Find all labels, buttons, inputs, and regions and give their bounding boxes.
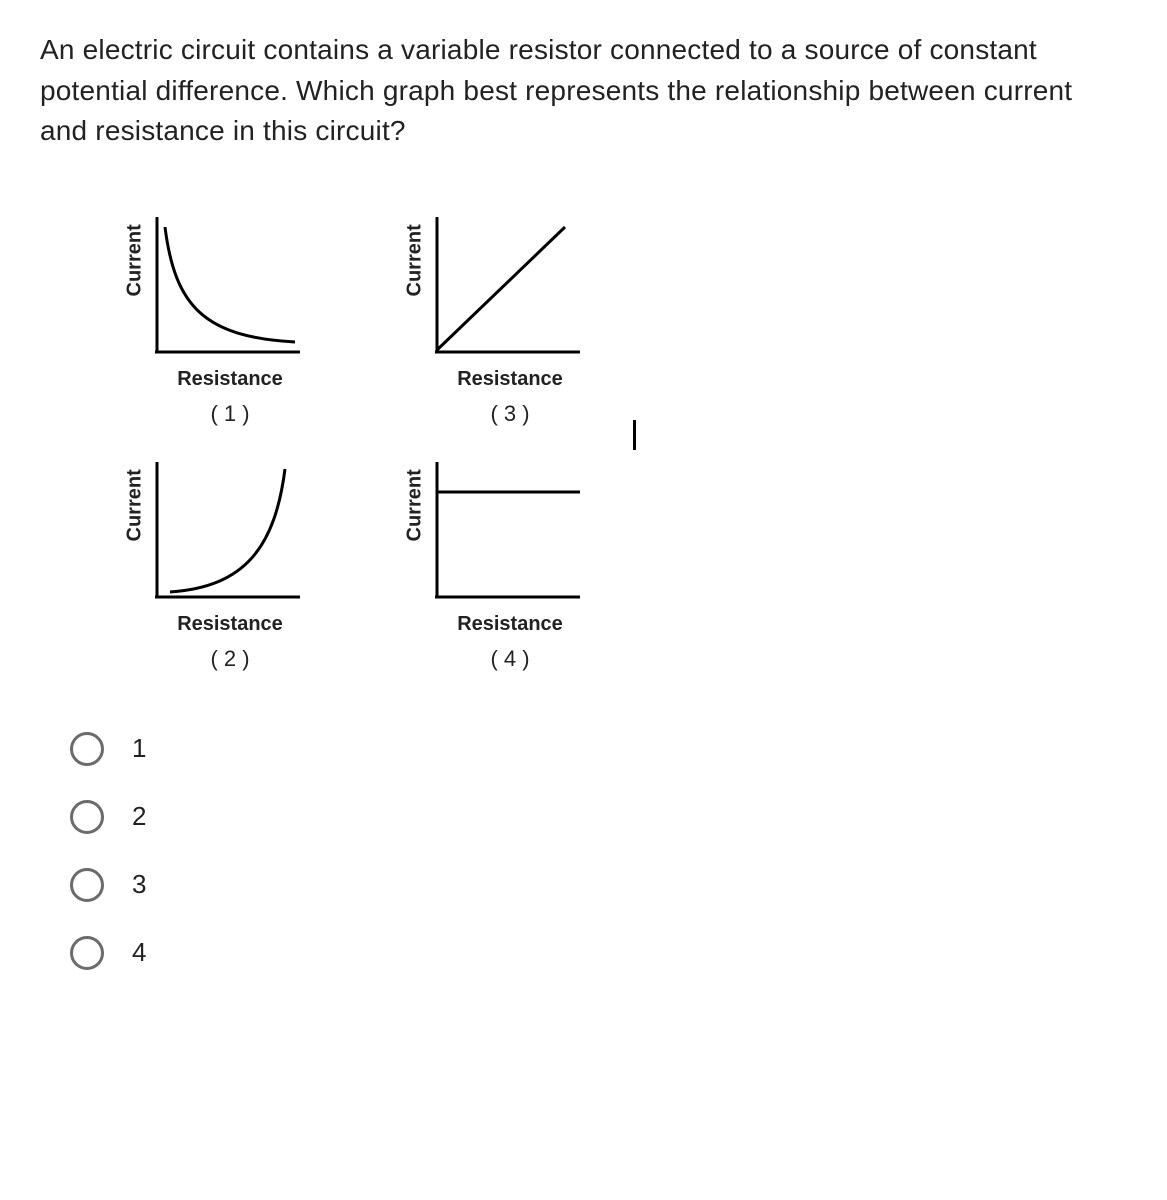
answer-options: 1 2 3 4 bbox=[70, 732, 1127, 970]
text-cursor bbox=[633, 420, 636, 450]
graph-2-svg bbox=[145, 457, 305, 607]
graph-3-ylabel: Current bbox=[404, 277, 427, 297]
graph-1-xlabel: Resistance bbox=[177, 368, 283, 391]
graph-4-xlabel: Resistance bbox=[457, 613, 563, 636]
graph-3-svg bbox=[425, 212, 585, 362]
radio-icon[interactable] bbox=[70, 868, 104, 902]
option-4[interactable]: 4 bbox=[70, 936, 1127, 970]
option-1-label: 1 bbox=[132, 733, 146, 764]
graph-3: Current Resistance ( 3 ) bbox=[365, 212, 625, 427]
graph-4-ylabel: Current bbox=[404, 522, 427, 542]
graph-1-curve bbox=[165, 227, 295, 342]
radio-icon[interactable] bbox=[70, 800, 104, 834]
graph-3-curve bbox=[437, 227, 565, 350]
graph-2-xlabel: Resistance bbox=[177, 613, 283, 636]
graph-2-caption: ( 2 ) bbox=[210, 646, 249, 672]
option-3-label: 3 bbox=[132, 869, 146, 900]
graph-4-svg bbox=[425, 457, 585, 607]
graph-2-ylabel: Current bbox=[124, 522, 147, 542]
graphs-grid: Current Resistance ( 1 ) Current Resista… bbox=[85, 212, 1127, 672]
option-1[interactable]: 1 bbox=[70, 732, 1127, 766]
graph-4-caption: ( 4 ) bbox=[490, 646, 529, 672]
option-2-label: 2 bbox=[132, 801, 146, 832]
option-2[interactable]: 2 bbox=[70, 800, 1127, 834]
question-text: An electric circuit contains a variable … bbox=[40, 30, 1127, 152]
radio-icon[interactable] bbox=[70, 732, 104, 766]
graph-1-caption: ( 1 ) bbox=[210, 401, 249, 427]
graph-1-svg bbox=[145, 212, 305, 362]
graph-3-xlabel: Resistance bbox=[457, 368, 563, 391]
option-4-label: 4 bbox=[132, 937, 146, 968]
graph-1: Current Resistance ( 1 ) bbox=[85, 212, 345, 427]
radio-icon[interactable] bbox=[70, 936, 104, 970]
graph-2: Current Resistance ( 2 ) bbox=[85, 457, 345, 672]
graph-1-ylabel: Current bbox=[124, 277, 147, 297]
option-3[interactable]: 3 bbox=[70, 868, 1127, 902]
graph-4: Current Resistance ( 4 ) bbox=[365, 457, 625, 672]
graph-3-caption: ( 3 ) bbox=[490, 401, 529, 427]
graph-2-curve bbox=[170, 469, 285, 592]
